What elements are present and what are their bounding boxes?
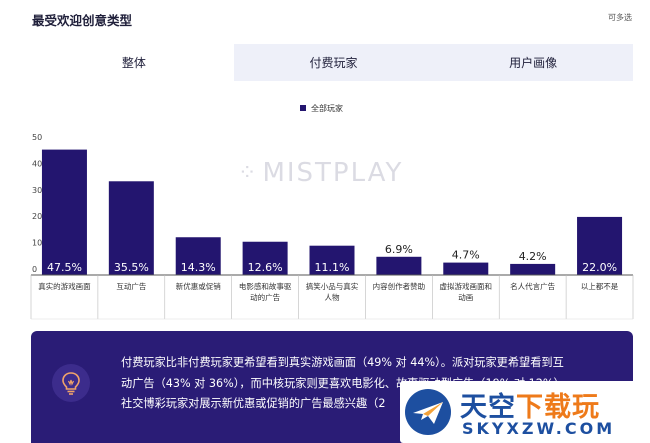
tab-user-profile[interactable]: 用户画像 [509,56,558,70]
bar [41,149,87,275]
x-tick-label: 互动广告 [116,281,146,291]
bar [175,237,221,275]
logo-main-blue: 天空 [460,392,516,423]
x-tick-label: 真实的游戏画面 [38,281,91,291]
site-watermark-logo: 天空下载玩 SKYXZW.COM [400,381,650,443]
bar [108,181,154,275]
logo-main-orange: 下载玩 [516,392,600,423]
bar-chart: 全部玩家 0 10 20 30 40 50 47.5% 35.5% 14.3% 12.6% 11.1%… [30,103,634,320]
tab-paying-players[interactable]: 付费玩家 [309,56,358,70]
data-label: 4.7% [452,249,480,262]
y-tick-label: 10 [32,239,42,248]
data-label: 11.1% [315,261,350,274]
x-tick-label: 名人代言广告 [510,281,555,291]
legend-swatch [300,105,306,111]
multi-select-note: 可多选 [608,13,632,22]
x-tick-label: 搞笑小品与真实人物 [306,281,359,302]
mistplay-watermark: ⁘ MISTPLAY [238,158,403,188]
x-tick-label: 以上都不是 [581,282,619,291]
bar [443,262,489,275]
legend-label: 全部玩家 [311,103,343,113]
plane-icon [405,389,451,435]
insight-line: 社交博彩玩家对展示新优惠或促销的广告最感兴趣（2 [121,397,386,410]
bar [376,256,422,275]
x-tick-label: 内容创作者赞助 [373,281,426,291]
bar [242,241,288,275]
data-label: 4.2% [519,250,547,263]
data-label: 22.0% [582,261,617,274]
y-tick-label: 40 [32,159,42,168]
x-tick-label: 新优惠或促销 [176,281,221,291]
data-label: 35.5% [114,261,149,274]
data-label: 47.5% [47,261,82,274]
data-label: 14.3% [181,261,216,274]
bar [309,245,355,275]
x-tick-label: 电影感和故事驱动的广告 [239,281,292,302]
logo-main-text: 天空下载玩 [460,385,600,424]
x-tick-label: 虚拟游戏画面和动画 [440,281,493,302]
logo-domain: SKYXZW.COM [462,419,616,438]
lightbulb-icon [52,364,90,402]
y-tick-label: 20 [32,212,42,221]
bar [577,216,623,275]
data-label: 12.6% [248,261,283,274]
data-label: 6.9% [385,243,413,256]
y-tick-label: 30 [32,186,42,195]
tab-overall[interactable]: 整体 [34,44,234,81]
watermark-dots-icon: ⁘ [238,160,256,186]
insight-line: 付费玩家比非付费玩家更希望看到真实游戏画面（49% 对 44%）。派对玩家更希望… [121,356,564,369]
y-tick-label: 50 [32,133,42,142]
watermark-text: MISTPLAY [262,158,404,188]
page-title: 最受欢迎创意类型 [32,13,133,28]
y-tick-label: 0 [32,265,37,274]
segment-tabs: 整体 付费玩家 用户画像 [34,44,633,81]
bar [510,263,556,275]
